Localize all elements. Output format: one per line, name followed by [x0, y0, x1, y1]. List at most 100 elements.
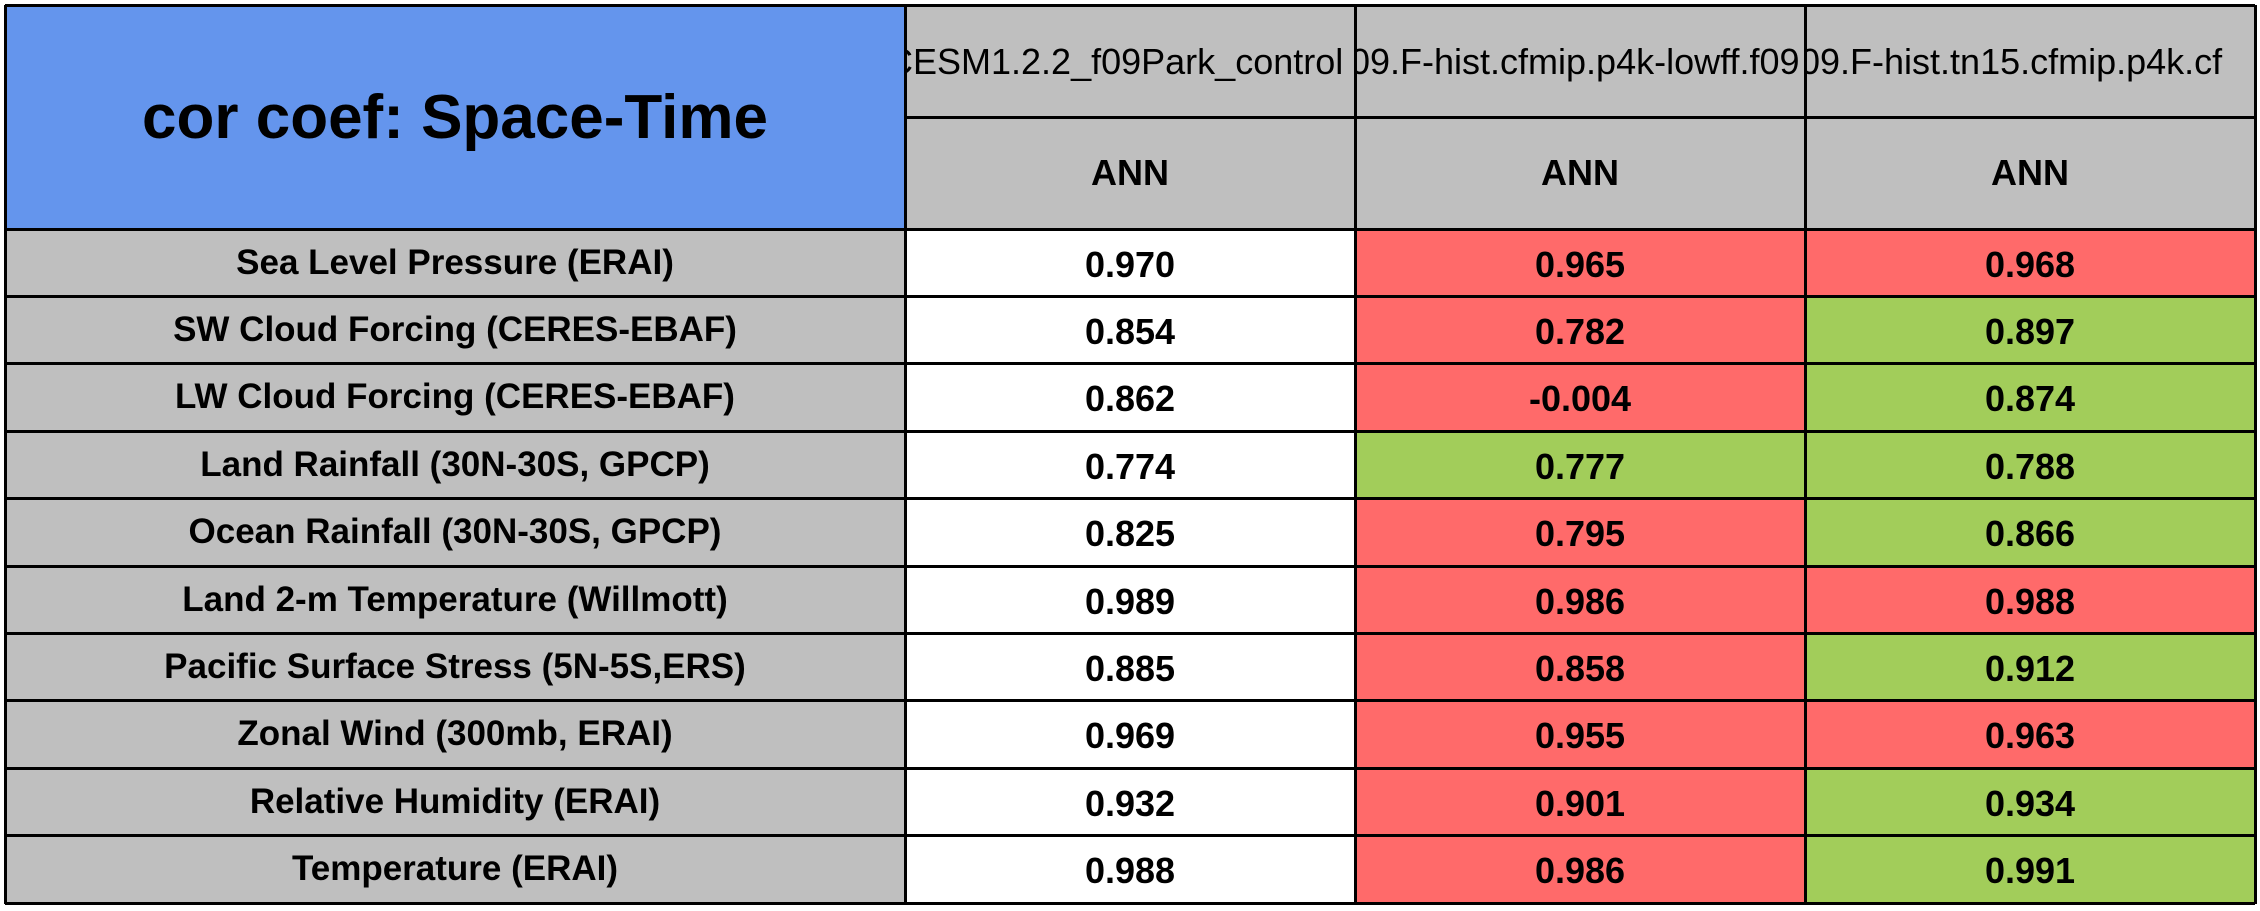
row-label-text: Relative Humidity (ERAI): [249, 781, 661, 821]
value-text: 0.988: [1984, 580, 2076, 622]
value-text: 0.901: [1534, 782, 1626, 824]
row-label-text: Land 2-m Temperature (Willmott): [182, 579, 728, 619]
value-text: 0.774: [1084, 445, 1176, 487]
value-cell-better: 0.934: [1805, 768, 2255, 836]
row-label-text: Zonal Wind (300mb, ERAI): [237, 714, 673, 754]
row-label-text: Pacific Surface Stress (5N-5S,ERS): [164, 647, 746, 687]
row-label-text: Temperature (ERAI): [291, 849, 619, 889]
column-season-header: ANN: [905, 117, 1355, 229]
row-label: Temperature (ERAI): [5, 835, 905, 903]
value-cell-base: 0.825: [905, 498, 1355, 566]
row-label-text: Sea Level Pressure (ERAI): [236, 242, 674, 282]
value-text: 0.934: [1984, 782, 2076, 824]
column-model-header: f09.F-hist.cfmip.p4k-lowff.f09: [1355, 5, 1805, 117]
grid-line-horizontal: [5, 227, 2255, 231]
grid-line-horizontal: [5, 429, 2255, 433]
value-cell-worse: 0.963: [1805, 700, 2255, 769]
value-text: 0.885: [1084, 648, 1176, 690]
grid-line-horizontal: [5, 362, 2255, 366]
value-cell-better: 0.912: [1805, 633, 2255, 701]
value-cell-base: 0.774: [905, 431, 1355, 499]
grid-line-vertical: [1803, 5, 1807, 904]
value-text: 0.989: [1084, 580, 1176, 622]
row-label-text: LW Cloud Forcing (CERES-EBAF): [175, 377, 735, 417]
value-cell-worse: 0.986: [1355, 566, 1805, 634]
value-cell-better: 0.991: [1805, 835, 2255, 903]
row-label: Land Rainfall (30N-30S, GPCP): [5, 431, 905, 499]
grid-line-horizontal: [5, 834, 2255, 838]
value-cell-worse: 0.986: [1355, 835, 1805, 903]
grid-line-vertical: [903, 5, 907, 904]
row-label: Ocean Rainfall (30N-30S, GPCP): [5, 498, 905, 566]
column-season-label: ANN: [1541, 152, 1619, 193]
table-title: cor coef: Space-Time: [5, 5, 905, 229]
value-text: 0.782: [1534, 311, 1626, 353]
table-title-text: cor coef: Space-Time: [142, 82, 768, 152]
value-text: 0.932: [1084, 782, 1176, 824]
value-cell-base: 0.854: [905, 296, 1355, 364]
column-model-name: f09.F-hist.tn15.cfmip.p4k.cf: [1805, 41, 2223, 82]
grid-line-horizontal: [5, 564, 2255, 568]
value-cell-worse: 0.965: [1355, 229, 1805, 297]
row-label: Sea Level Pressure (ERAI): [5, 229, 905, 297]
value-text: 0.825: [1084, 513, 1176, 555]
value-text: -0.004: [1528, 378, 1632, 420]
value-cell-worse: 0.901: [1355, 768, 1805, 836]
value-text: 0.788: [1984, 445, 2076, 487]
value-text: 0.897: [1984, 311, 2076, 353]
row-label: SW Cloud Forcing (CERES-EBAF): [5, 296, 905, 364]
value-cell-base: 0.970: [905, 229, 1355, 297]
column-season-label: ANN: [1991, 152, 2069, 193]
grid-line-horizontal: [5, 901, 2255, 905]
value-cell-worse: 0.858: [1355, 633, 1805, 701]
value-cell-worse: -0.004: [1355, 363, 1805, 432]
row-label: Zonal Wind (300mb, ERAI): [5, 700, 905, 769]
column-model-header: f09.F-hist.tn15.cfmip.p4k.cf: [1805, 5, 2255, 117]
value-text: 0.965: [1534, 243, 1626, 285]
value-cell-better: 0.866: [1805, 498, 2255, 566]
grid-line-vertical: [3, 5, 7, 904]
value-cell-worse: 0.968: [1805, 229, 2255, 297]
value-text: 0.955: [1534, 715, 1626, 757]
value-text: 0.874: [1984, 378, 2076, 420]
value-text: 0.777: [1534, 445, 1626, 487]
grid-line-horizontal: [5, 294, 2255, 298]
grid-line-horizontal: [5, 766, 2255, 770]
grid-line-vertical: [2253, 5, 2257, 904]
grid-line-horizontal: [5, 699, 2255, 703]
value-cell-base: 0.989: [905, 566, 1355, 634]
column-model-header: CESM1.2.2_f09Park_control: [905, 5, 1355, 117]
value-text: 0.969: [1084, 715, 1176, 757]
row-label: LW Cloud Forcing (CERES-EBAF): [5, 363, 905, 432]
row-label-text: SW Cloud Forcing (CERES-EBAF): [173, 310, 737, 350]
value-text: 0.991: [1984, 850, 2076, 892]
value-text: 0.862: [1084, 378, 1176, 420]
value-cell-better: 0.788: [1805, 431, 2255, 499]
value-cell-worse: 0.795: [1355, 498, 1805, 566]
value-cell-base: 0.932: [905, 768, 1355, 836]
column-model-name: f09.F-hist.cfmip.p4k-lowff.f09: [1355, 41, 1800, 82]
value-cell-better: 0.777: [1355, 431, 1805, 499]
value-cell-worse: 0.988: [1805, 566, 2255, 634]
row-label: Land 2-m Temperature (Willmott): [5, 566, 905, 634]
value-cell-worse: 0.782: [1355, 296, 1805, 364]
value-text: 0.912: [1984, 648, 2076, 690]
grid-line-horizontal: [5, 631, 2255, 635]
value-text: 0.795: [1534, 513, 1626, 555]
value-text: 0.988: [1084, 850, 1176, 892]
grid-line-vertical: [1353, 5, 1357, 904]
value-text: 0.963: [1984, 715, 2076, 757]
value-cell-base: 0.885: [905, 633, 1355, 701]
column-season-header: ANN: [1805, 117, 2255, 229]
value-text: 0.970: [1084, 243, 1176, 285]
column-model-name: CESM1.2.2_f09Park_control: [905, 41, 1344, 82]
value-cell-worse: 0.955: [1355, 700, 1805, 769]
value-cell-base: 0.969: [905, 700, 1355, 769]
value-text: 0.866: [1984, 513, 2076, 555]
value-cell-better: 0.897: [1805, 296, 2255, 364]
value-text: 0.858: [1534, 648, 1626, 690]
value-text: 0.986: [1534, 580, 1626, 622]
value-cell-base: 0.862: [905, 363, 1355, 432]
column-season-label: ANN: [1091, 152, 1169, 193]
